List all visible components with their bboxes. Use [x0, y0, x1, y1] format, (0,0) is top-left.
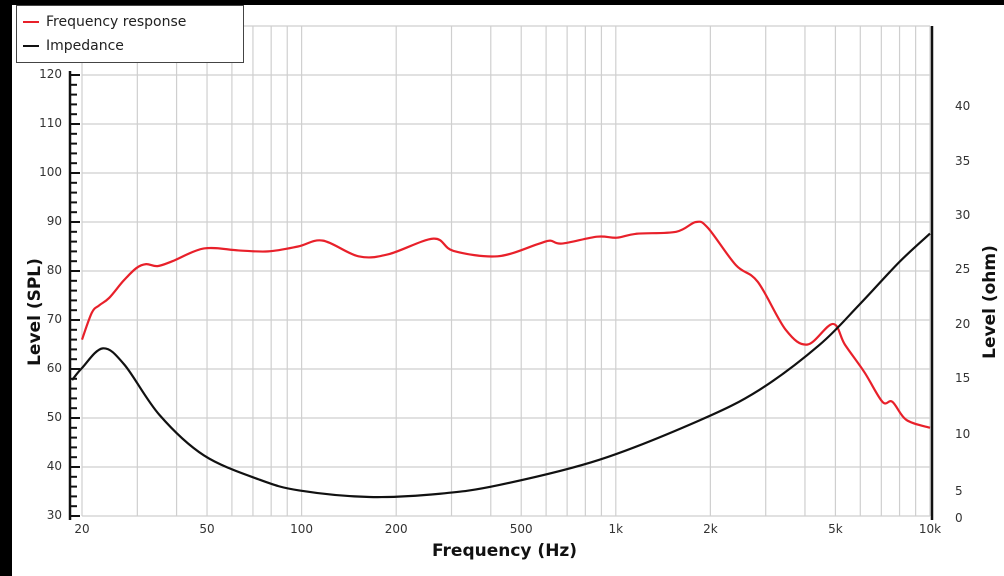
- y-left-tick-label: 80: [46, 263, 62, 277]
- y-right-tick-label: 10: [955, 427, 971, 441]
- y-right-tick-label: 40: [955, 99, 971, 113]
- y-left-tick-label: 110: [39, 116, 62, 130]
- y-left-tick-label: 120: [39, 67, 62, 81]
- impedance-curve: [71, 232, 931, 499]
- x-tick-label: 5k: [828, 522, 843, 536]
- y-left-tick-label: 60: [46, 361, 62, 375]
- legend: Frequency response Impedance: [16, 5, 244, 63]
- y-right-axis-title: Level (ohm): [980, 245, 1000, 359]
- x-tick-label: 100: [290, 522, 314, 536]
- legend-item-impedance: Impedance: [23, 36, 124, 56]
- y-right-tick-label: 30: [955, 208, 971, 222]
- chart-canvas: [12, 5, 1004, 576]
- y-left-tick-label: 50: [46, 410, 62, 424]
- x-tick-label: 2k: [703, 522, 718, 536]
- x-tick-label: 20: [74, 522, 90, 536]
- y-right-tick-label: 20: [955, 317, 971, 331]
- legend-label: Impedance: [46, 38, 124, 54]
- y-right-tick-label: 15: [955, 371, 971, 385]
- red-line-swatch-icon: [23, 21, 39, 23]
- x-tick-label: 10k: [918, 522, 942, 536]
- y-right-tick-label: 0: [955, 511, 963, 525]
- y-left-tick-label: 70: [46, 312, 62, 326]
- y-left-axis-title: Level (SPL): [25, 258, 45, 366]
- frequency-response-curve: [80, 220, 931, 429]
- y-left-tick-label: 40: [46, 459, 62, 473]
- x-tick-label: 50: [199, 522, 215, 536]
- x-tick-label: 1k: [608, 522, 624, 536]
- x-axis-title: Frequency (Hz): [432, 541, 578, 561]
- x-tick-label: 500: [509, 522, 533, 536]
- x-tick-label: 200: [384, 522, 408, 536]
- y-right-tick-label: 35: [955, 154, 971, 168]
- y-right-tick-label: 25: [955, 262, 971, 276]
- y-left-tick-label: 30: [46, 508, 62, 522]
- y-right-tick-label: 5: [955, 484, 963, 498]
- legend-item-frequency-response: Frequency response: [23, 12, 186, 32]
- y-left-tick-label: 90: [46, 214, 62, 228]
- black-line-swatch-icon: [23, 45, 39, 47]
- legend-label: Frequency response: [46, 14, 187, 30]
- y-left-tick-label: 100: [39, 165, 62, 179]
